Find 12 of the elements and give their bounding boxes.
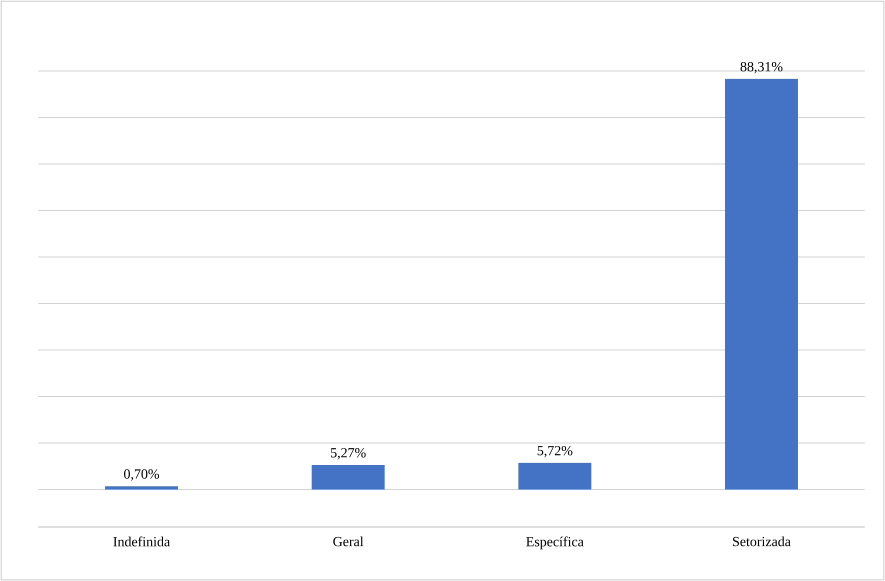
bar: [105, 486, 178, 490]
x-tick-label: Geral: [333, 536, 364, 546]
x-tick-label: Setorizada: [733, 536, 791, 546]
bar: [725, 78, 798, 490]
data-label: 88,31%: [740, 62, 782, 74]
x-tick-label: Específica: [526, 536, 584, 550]
x-tick-label: Indefinida: [113, 536, 170, 546]
bar: [312, 464, 385, 490]
data-label: 0,70%: [124, 469, 160, 481]
data-label: 5,72%: [538, 446, 572, 458]
data-label: 5,27%: [330, 448, 366, 460]
bar: [518, 462, 592, 490]
